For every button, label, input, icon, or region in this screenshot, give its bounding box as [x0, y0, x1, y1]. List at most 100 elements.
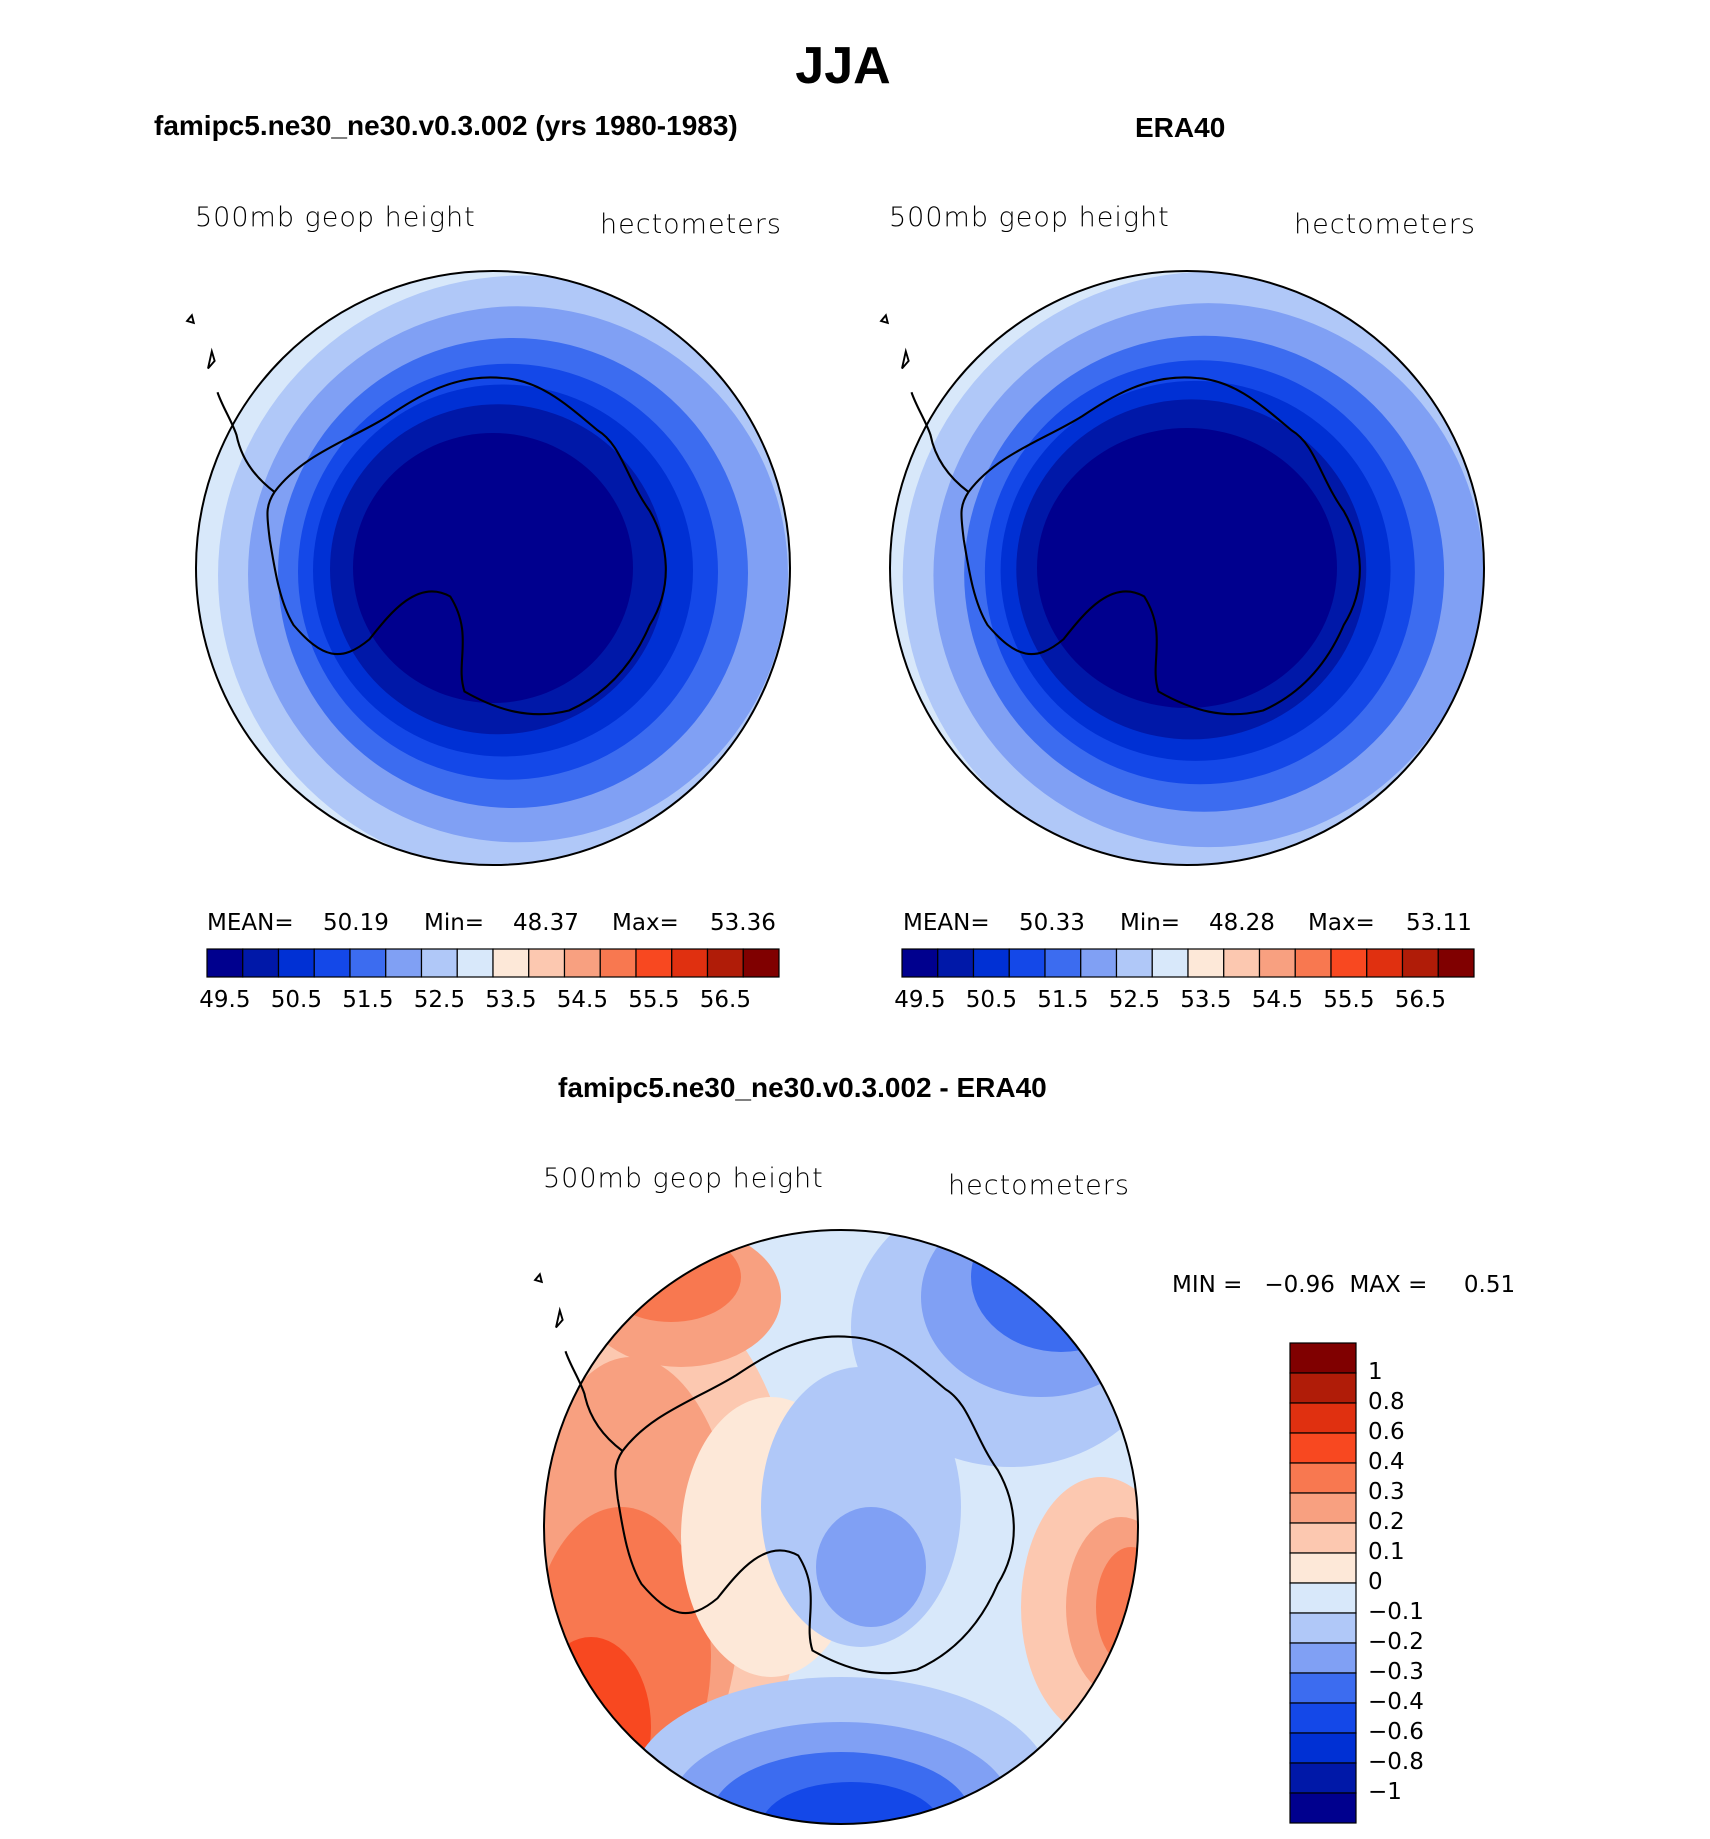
- contour-band: [1037, 428, 1337, 708]
- panel-2-max-label: Max=: [1308, 910, 1375, 936]
- contour-band: [816, 1507, 926, 1627]
- colorbar-tick-label: 51.5: [342, 987, 394, 1013]
- colorbar-swatch: [349, 948, 387, 978]
- colorbar-swatch: [901, 948, 939, 978]
- colorbar-swatch: [972, 948, 1010, 978]
- colorbar-swatch: [313, 948, 351, 978]
- panel-2-map: [880, 270, 1485, 866]
- colorbar-swatch: [563, 948, 601, 978]
- colorbar-swatch: [456, 948, 494, 978]
- colorbar-tick-label: 56.5: [699, 987, 751, 1013]
- figure-title: JJA: [795, 37, 891, 95]
- colorbar-swatch: [1289, 1762, 1357, 1794]
- panel-2-mean-value: 50.33: [1019, 910, 1085, 936]
- diff-panel-title: famipc5.ne30_ne30.v0.3.002 - ERA40: [558, 1072, 1047, 1103]
- colorbar-swatch: [1289, 1582, 1357, 1614]
- colorbar-tick-label: −0.4: [1368, 1689, 1424, 1715]
- colorbar-swatch: [1289, 1522, 1357, 1554]
- panel-1-variable-label: 500mb geop height: [195, 202, 476, 233]
- colorbar-tick-label: 50.5: [270, 987, 322, 1013]
- colorbar-tick-label: 51.5: [1037, 987, 1089, 1013]
- colorbar-tick-label: 53.5: [1180, 987, 1232, 1013]
- colorbar-swatch: [635, 948, 673, 978]
- colorbar-swatch: [1115, 948, 1153, 978]
- panel-2-min-label: Min=: [1120, 910, 1181, 936]
- colorbar-swatch: [671, 948, 709, 978]
- panel-1-min-label: Min=: [424, 910, 485, 936]
- colorbar-swatch: [1330, 948, 1368, 978]
- colorbar-tick-label: 53.5: [485, 987, 537, 1013]
- colorbar-swatch: [706, 948, 744, 978]
- panel-1-min-value: 48.37: [513, 910, 579, 936]
- panel-1-max-label: Max=: [612, 910, 679, 936]
- colorbar-swatch: [1289, 1372, 1357, 1404]
- colorbar-swatch: [599, 948, 637, 978]
- contour-band: [544, 1637, 651, 1817]
- colorbar-swatch: [937, 948, 975, 978]
- colorbar-swatch: [1289, 1792, 1357, 1824]
- colorbar-swatch: [420, 948, 458, 978]
- panel-2-variable-label: 500mb geop height: [889, 202, 1170, 233]
- contour-band: [971, 1230, 1138, 1352]
- panel-2-colorbar: [901, 948, 1475, 978]
- colorbar-swatch: [1289, 1492, 1357, 1524]
- colorbar-tick-label: 52.5: [413, 987, 465, 1013]
- colorbar-swatch: [1187, 948, 1225, 978]
- panel-1-units-label: hectometers: [600, 209, 782, 240]
- colorbar-tick-label: 50.5: [965, 987, 1017, 1013]
- colorbar-tick-label: 0: [1368, 1569, 1383, 1595]
- contour-band: [1061, 1230, 1131, 1282]
- colorbar-swatch: [1289, 1432, 1357, 1464]
- panel-1-title: famipc5.ne30_ne30.v0.3.002 (yrs 1980-198…: [154, 110, 738, 141]
- colorbar-swatch: [1401, 948, 1439, 978]
- panel-2-max-value: 53.11: [1406, 910, 1472, 936]
- colorbar-tick-label: −0.8: [1368, 1749, 1424, 1775]
- colorbar-swatch: [1289, 1552, 1357, 1584]
- colorbar-tick-label: −0.3: [1368, 1659, 1424, 1685]
- colorbar-swatch: [1289, 1672, 1357, 1704]
- contour-band: [921, 1230, 1138, 1397]
- panel-2-units-label: hectometers: [1294, 209, 1476, 240]
- panel-1-mean-value: 50.19: [323, 910, 389, 936]
- panel-1-map: [186, 270, 791, 866]
- colorbar-swatch: [277, 948, 315, 978]
- colorbar-tick-label: 1: [1368, 1359, 1383, 1385]
- colorbar-swatch: [1289, 1642, 1357, 1674]
- colorbar-tick-label: 0.1: [1368, 1539, 1405, 1565]
- colorbar-tick-label: 49.5: [894, 987, 946, 1013]
- contour-band: [1021, 1230, 1138, 1312]
- colorbar-tick-label: 0.2: [1368, 1509, 1405, 1535]
- panel-1-max-value: 53.36: [710, 910, 776, 936]
- colorbar-swatch: [1223, 948, 1261, 978]
- colorbar-tick-label: 55.5: [628, 987, 680, 1013]
- colorbar-swatch: [1366, 948, 1404, 978]
- colorbar-swatch: [1289, 1612, 1357, 1644]
- colorbar-tick-label: 0.8: [1368, 1389, 1405, 1415]
- contour-band: [353, 433, 633, 703]
- colorbar-tick-label: 56.5: [1394, 987, 1446, 1013]
- colorbar-tick-label: −0.1: [1368, 1599, 1424, 1625]
- colorbar-swatch: [1289, 1732, 1357, 1764]
- diff-units-label: hectometers: [948, 1170, 1130, 1201]
- colorbar-tick-label: 54.5: [556, 987, 608, 1013]
- colorbar-swatch: [1151, 948, 1189, 978]
- diff-minmax-label: MIN = −0.96 MAX = 0.51: [1172, 1272, 1516, 1298]
- colorbar-tick-label: −0.6: [1368, 1719, 1424, 1745]
- colorbar-swatch: [1044, 948, 1082, 978]
- colorbar-swatch: [1289, 1342, 1357, 1374]
- colorbar-swatch: [492, 948, 530, 978]
- colorbar-swatch: [206, 948, 244, 978]
- colorbar-tick-label: 0.3: [1368, 1479, 1405, 1505]
- diff-colorbar: [1289, 1342, 1357, 1824]
- colorbar-tick-label: 52.5: [1108, 987, 1160, 1013]
- colorbar-tick-label: 0.6: [1368, 1419, 1405, 1445]
- colorbar-tick-label: 54.5: [1251, 987, 1303, 1013]
- colorbar-swatch: [1437, 948, 1475, 978]
- colorbar-swatch: [1294, 948, 1332, 978]
- colorbar-swatch: [1289, 1462, 1357, 1494]
- colorbar-tick-label: 49.5: [199, 987, 251, 1013]
- panel-2-title: ERA40: [1135, 112, 1226, 143]
- colorbar-swatch: [1289, 1702, 1357, 1734]
- colorbar-swatch: [1080, 948, 1118, 978]
